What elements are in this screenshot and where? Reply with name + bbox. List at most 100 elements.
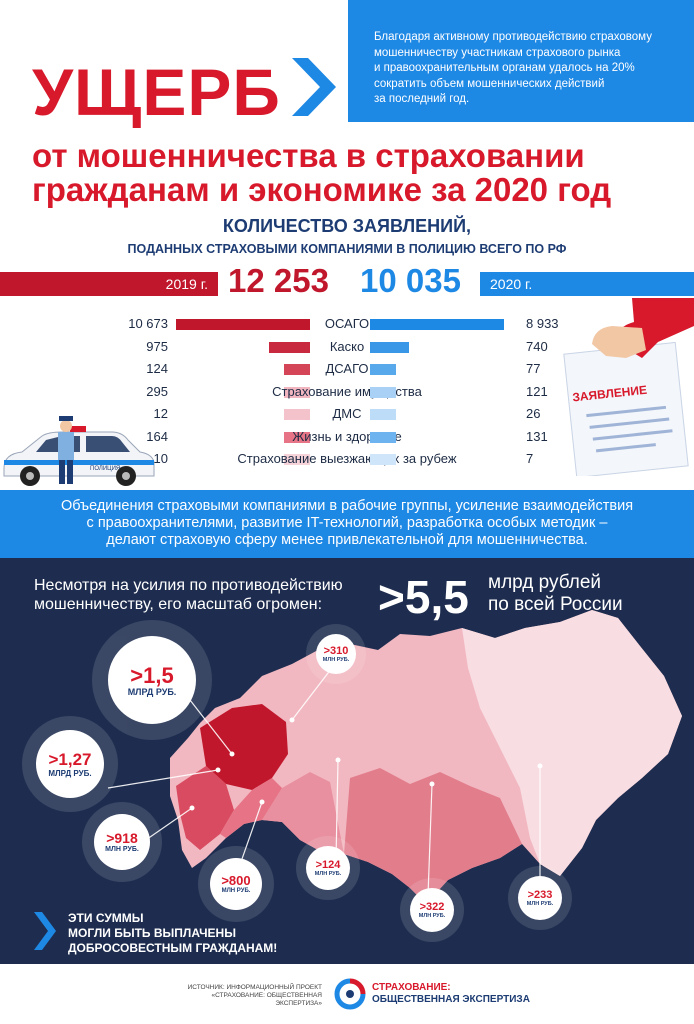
bubble-unit: МЛН РУБ. xyxy=(314,871,342,877)
map-intro: Несмотря на усилия по противодействию мо… xyxy=(34,576,343,614)
counts-subheading: ПОДАННЫХ СТРАХОВЫМИ КОМПАНИЯМИ В ПОЛИЦИЮ… xyxy=(127,242,567,256)
region-bubble: >233 МЛН РУБ. xyxy=(518,876,562,920)
bar-2019 xyxy=(269,341,310,353)
category-label: ДСАГО xyxy=(325,361,369,376)
bar-2020 xyxy=(370,431,396,443)
payout-line: МОГЛИ БЫТЬ ВЫПЛАЧЕНЫ xyxy=(68,926,236,940)
intro-line: Несмотря на усилия по противодействию xyxy=(34,577,343,594)
bubble-unit: МЛН РУБ. xyxy=(526,901,554,907)
region-bubble: >1,27 МЛРД РУБ. xyxy=(36,730,104,798)
category-label: ОСАГО xyxy=(324,316,370,331)
value-label-2019: 10 xyxy=(153,451,168,466)
counts-heading: КОЛИЧЕСТВО ЗАЯВЛЕНИЙ, xyxy=(222,216,472,236)
info-line: Благодаря активному противодействию стра… xyxy=(374,31,652,43)
year-label: 2019 г. xyxy=(165,276,208,292)
bubble-unit: МЛРД РУБ. xyxy=(48,768,92,778)
bar-2019 xyxy=(284,431,310,443)
bubble-value: >124 xyxy=(315,859,341,871)
bar-2019 xyxy=(284,386,310,398)
bubble-value: >310 xyxy=(323,645,349,657)
category-label: Страхование выезжающих за рубеж xyxy=(237,451,457,466)
bubble-unit: МЛРД РУБ. xyxy=(127,686,177,697)
bubble-value: >1,5 xyxy=(130,662,174,688)
subtitle-line: гражданам и экономике за 2020 год xyxy=(32,171,612,208)
bubble-unit: МЛН РУБ. xyxy=(105,846,139,853)
region-bubble: >918 МЛН РУБ. xyxy=(94,814,150,870)
bubble-unit: МЛН РУБ. xyxy=(322,657,350,663)
value-label-2019: 12 xyxy=(153,406,168,421)
value-label-2020: 26 xyxy=(526,406,541,421)
year-bar-2020: 2020 г. xyxy=(480,272,694,296)
footer-source: ИСТОЧНИК: ИНФОРМАЦИОННЫЙ ПРОЕКТ «СТРАХОВ… xyxy=(186,984,322,1008)
bubble-value: >322 xyxy=(419,901,445,913)
subtitle-line: от мошенничества в страховании xyxy=(32,137,585,174)
value-label-2019: 975 xyxy=(146,338,168,354)
value-label-2019: 295 xyxy=(146,383,168,399)
bar-2019 xyxy=(284,364,310,375)
info-box: Благодаря активному противодействию стра… xyxy=(348,0,694,122)
total-2020: 10 035 xyxy=(360,262,461,299)
value-label-2019: 124 xyxy=(146,361,168,376)
region-bubble: >124 МЛН РУБ. xyxy=(306,846,350,890)
source-line: ИСТОЧНИК: ИНФОРМАЦИОННЫЙ ПРОЕКТ xyxy=(187,984,322,991)
bar-2019 xyxy=(284,454,310,465)
bar-2020 xyxy=(370,364,396,375)
banner-line: с правоохранителями, развитие IT-техноло… xyxy=(86,515,608,531)
brand-line: ОБЩЕСТВЕННАЯ ЭКСПЕРТИЗА xyxy=(372,994,530,1005)
intro-line: мошенничеству, его масштаб огромен: xyxy=(34,596,323,613)
bubble-value: >918 xyxy=(106,830,138,846)
region-bubble: >1,5 МЛРД РУБ. xyxy=(108,636,196,724)
category-label: ДМС xyxy=(332,406,362,421)
claim-form-illustration: ЗАЯВЛЕНИЕ xyxy=(563,298,694,476)
info-banner: Объединения страховыми компаниями в рабо… xyxy=(0,490,694,558)
category-label: Каско xyxy=(329,338,365,354)
russia-map xyxy=(22,610,682,942)
bubble-unit: МЛН РУБ. xyxy=(221,888,251,894)
police-car-illustration: ПОЛИЦИЯ xyxy=(3,416,155,486)
value-label-2020: 131 xyxy=(526,428,548,444)
info-line: сократить объем мошеннических действий xyxy=(374,77,605,90)
page-title: УЩЕРБ xyxy=(32,55,281,129)
banner-line: делают страховую сферу менее привлекател… xyxy=(106,532,588,548)
central-region-shape xyxy=(200,704,288,790)
year-label: 2020 г. xyxy=(490,276,533,292)
payout-line: ДОБРОСОВЕСТНЫМ ГРАЖДАНАМ! xyxy=(68,941,278,955)
region-bubble: >322 МЛН РУБ. xyxy=(410,888,454,932)
bar-2020 xyxy=(370,454,396,465)
police-officer-icon xyxy=(58,416,74,484)
bubble-value: >233 xyxy=(527,889,553,901)
brand-line: СТРАХОВАНИЕ: xyxy=(372,982,451,993)
bubble-unit: МЛН РУБ. xyxy=(418,913,446,919)
total-value: >5,5 xyxy=(378,571,469,623)
bar-2020 xyxy=(370,341,409,353)
chevron-right-icon xyxy=(34,912,56,950)
region-bubble: >310 МЛН РУБ. xyxy=(316,634,356,674)
payout-note: ЭТИ СУММЫ МОГЛИ БЫТЬ ВЫПЛАЧЕНЫ ДОБРОСОВЕ… xyxy=(68,911,277,956)
car-label: ПОЛИЦИЯ xyxy=(90,466,120,472)
bar-2019 xyxy=(176,319,310,330)
payout-line: ЭТИ СУММЫ xyxy=(68,911,144,925)
value-label-2020: 740 xyxy=(526,338,548,354)
total-unit-line: млрд рублей xyxy=(488,572,602,593)
value-label-2020: 77 xyxy=(526,361,541,376)
bar-2020 xyxy=(370,319,504,330)
map-section: Несмотря на усилия по противодействию мо… xyxy=(0,558,694,964)
info-line: мошенничеству участникам страхового рынк… xyxy=(374,46,621,59)
bubble-value: >800 xyxy=(221,873,251,888)
info-line: и правоохранительным органам удалось на … xyxy=(374,62,635,74)
bar-2019 xyxy=(284,409,310,420)
banner-line: Объединения страховыми компаниями в рабо… xyxy=(60,498,634,514)
bubble-value: >1,27 xyxy=(48,749,92,769)
brand-logo-icon xyxy=(334,978,366,1010)
bar-2020 xyxy=(370,409,396,420)
region-bubble: >800 МЛН РУБ. xyxy=(210,858,262,910)
source-line: «СТРАХОВАНИЕ: ОБЩЕСТВЕННАЯ ЭКСПЕРТИЗА» xyxy=(211,992,322,1007)
total-unit: млрд рублей по всей России xyxy=(488,572,623,616)
total-2019: 12 253 xyxy=(228,262,329,299)
total-unit-line: по всей России xyxy=(488,594,623,615)
chevron-right-icon xyxy=(292,58,336,116)
footer-brand: СТРАХОВАНИЕ: ОБЩЕСТВЕННАЯ ЭКСПЕРТИЗА xyxy=(372,982,530,1006)
value-label-2019: 10 673 xyxy=(128,316,168,331)
info-line: за последний год. xyxy=(374,93,470,105)
value-label-2019: 164 xyxy=(146,428,168,444)
